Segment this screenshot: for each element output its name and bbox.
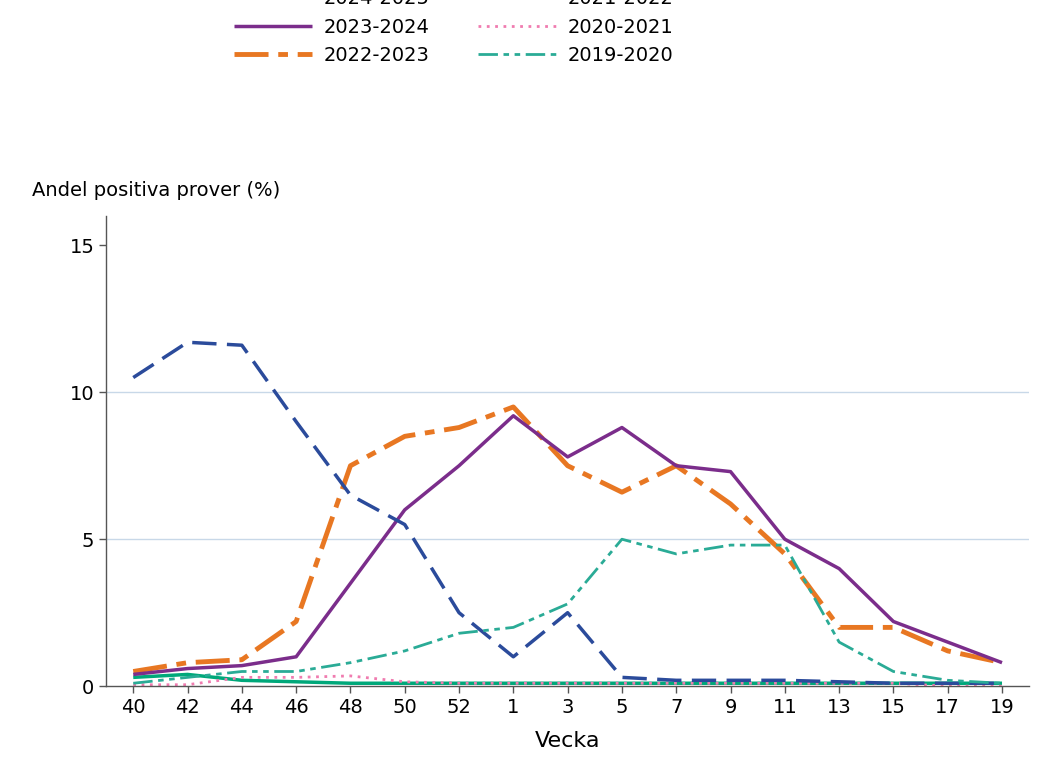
X-axis label: Vecka: Vecka: [535, 731, 601, 751]
Text: Andel positiva prover (%): Andel positiva prover (%): [32, 181, 280, 200]
Legend: 2024-2025, 2023-2024, 2022-2023, 2021-2022, 2020-2021, 2019-2020: 2024-2025, 2023-2024, 2022-2023, 2021-20…: [227, 0, 681, 73]
